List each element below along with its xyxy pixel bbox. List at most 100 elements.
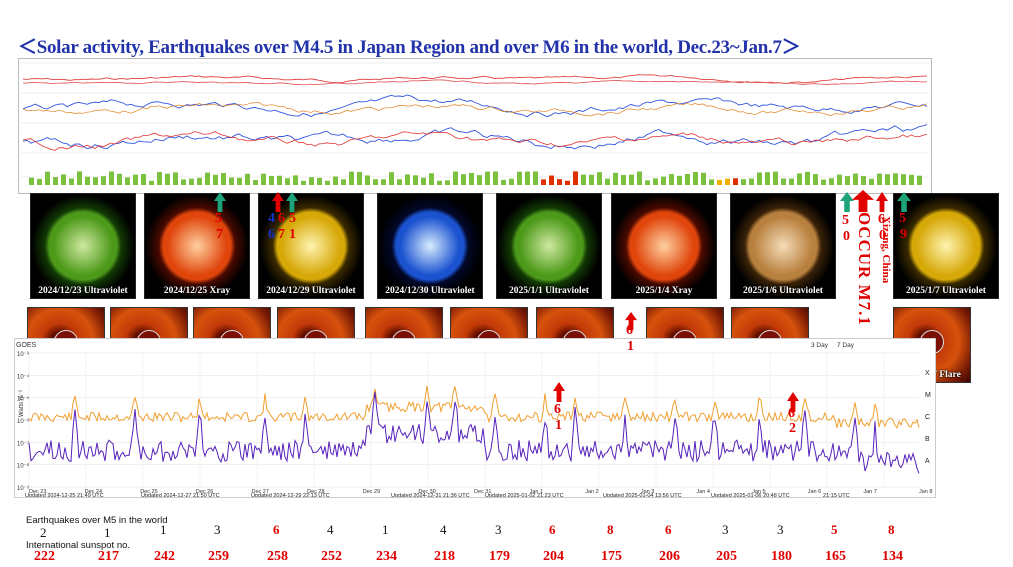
x-date-label: Dec 26 [196, 489, 213, 495]
earthquake-count: 6 [273, 522, 280, 537]
solar-image-caption: 2025/1/1 Ultraviolet [509, 286, 589, 296]
x-date-label: Jan 7 [863, 489, 876, 495]
solar-wind-chart [21, 62, 929, 185]
sunspot-number: 218 [434, 549, 455, 564]
magnitude-digit: 6 [554, 402, 561, 417]
updated-label: 21:15 UTC [823, 493, 850, 497]
xray-flux-panel: 10⁻³ 10⁻⁴ 10⁻⁵ 10⁻⁶ 10⁻⁷ 10⁻⁸ 10⁻⁹ GOES Watts m⁻… [14, 338, 936, 499]
sunspot-number: 134 [882, 549, 903, 564]
earthquake-count: 1 [160, 522, 167, 537]
occur-text: OCCUR M7.1 [855, 212, 874, 326]
magnitude-digit: 1 [555, 418, 562, 433]
magnitude-digit: 6 [268, 227, 275, 242]
sunspot-number: 206 [659, 549, 680, 564]
earthquake-count: 1 [104, 525, 111, 540]
magnitude-digit: 6 [878, 212, 885, 227]
xray-flux-chart: 10⁻³ 10⁻⁴ 10⁻⁵ 10⁻⁶ 10⁻⁷ 10⁻⁸ 10⁻⁹ GOES Watts m⁻… [16, 342, 932, 499]
class-label: A [925, 458, 930, 465]
arrow-icon [553, 382, 565, 407]
magnitude-digit: 5 [899, 211, 906, 226]
magnitude-digit: 5 [289, 211, 296, 226]
x-date-label: Dec 27 [252, 489, 269, 495]
magnitude-digit: 1 [627, 339, 634, 354]
y-tick-label: 10⁻³ [17, 352, 29, 358]
earthquake-count: 5 [831, 522, 838, 537]
x-date-label: Jan 4 [697, 489, 710, 495]
x-date-label: Dec 29 [363, 489, 380, 495]
earthquake-count: 2 [40, 525, 47, 540]
solar-image: 2025/1/6 Ultraviolet [730, 193, 836, 299]
magnitude-digit: 5 [215, 211, 222, 226]
solar-image-caption: 2025/1/4 Xray [635, 286, 693, 296]
class-label: M [925, 392, 931, 399]
solar-image: 2025/1/7 Ultraviolet [893, 193, 999, 299]
updated-label: Updated 2024-12-31 21:36 UTC [391, 493, 470, 497]
solar-image-caption: 2024/12/25 Xray [163, 286, 231, 296]
earthquake-label: Earthquakes over M5 in the world [26, 515, 168, 526]
earthquake-count: 3 [777, 522, 784, 537]
x-date-label: Jan 3 [641, 489, 654, 495]
earthquake-count: 3 [214, 522, 221, 537]
occur-location: Xizang, China [880, 216, 892, 284]
sunspot-number: 180 [771, 549, 792, 564]
solar-image-caption: 2025/1/6 Ultraviolet [743, 286, 823, 296]
magnitude-digit: 7 [278, 227, 285, 242]
sunspot-number: 234 [376, 549, 397, 564]
sunspot-number: 204 [543, 549, 564, 564]
updated-label: Updated 2024-12-29 22:13 UTC [251, 493, 330, 497]
arrow-icon [272, 192, 284, 217]
sunspot-number: 205 [716, 549, 737, 564]
day-toggle-label: 3 Day [811, 342, 829, 349]
class-label: C [925, 414, 930, 421]
updated-label: Updated 2024-12-25 21:49 UTC [25, 493, 104, 497]
solar-image: 2024/12/30 Ultraviolet [377, 193, 483, 299]
page-title: ＜Solar activity, Earthquakes over M4.5 i… [18, 37, 801, 58]
solar-image-caption: 2024/12/29 Ultraviolet [266, 286, 356, 296]
solar-wind-panel [18, 58, 932, 194]
earthquake-count: 4 [327, 522, 334, 537]
updated-label: Updated 2024-12-27 21:50 UTC [141, 493, 220, 497]
earthquake-count: 3 [722, 522, 729, 537]
x-date-label: Jan 6 [808, 489, 821, 495]
arrow-icon [876, 192, 888, 217]
earthquake-count: 8 [607, 522, 614, 537]
x-date-label: Dec 28 [307, 489, 324, 495]
sunspot-number: 217 [98, 549, 119, 564]
updated-label: Updated 2025-01-04 13:56 UTC [603, 493, 682, 497]
xray-long-series [28, 385, 920, 429]
earthquake-count: 8 [888, 522, 895, 537]
arrow-icon [214, 192, 226, 217]
sunspot-number: 165 [825, 549, 846, 564]
sunspot-number: 258 [267, 549, 288, 564]
class-label: B [925, 436, 930, 443]
solar-image-caption: 2024/12/30 Ultraviolet [385, 286, 475, 296]
magnitude-digit: 7 [216, 227, 223, 242]
earthquake-count: 4 [440, 522, 447, 537]
x-date-label: Dec 24 [85, 489, 102, 495]
occur-note: OCCUR M7.1 Xizang, China [848, 198, 892, 358]
sunspot-number: 175 [601, 549, 622, 564]
sunspot-number: 252 [321, 549, 342, 564]
magnitude-digit: 1 [289, 227, 296, 242]
earthquake-count: 6 [549, 522, 556, 537]
sunspot-number: 179 [489, 549, 510, 564]
arrow-icon [897, 192, 911, 217]
earthquake-count: 1 [382, 522, 389, 537]
magnitude-digit: 5 [842, 213, 849, 228]
solar-image: 2024/12/23 Ultraviolet [30, 193, 136, 299]
x-date-label: Jan 8 [919, 489, 932, 495]
solar-image-caption: 2025/1/7 Ultraviolet [906, 286, 986, 296]
earthquake-count: 6 [665, 522, 672, 537]
y-tick-label: 10⁻⁵ [17, 396, 30, 403]
magnitude-digit: 6 [278, 211, 285, 226]
updated-label: Updated 2025-01-06 20:48 UTC [711, 493, 790, 497]
magnitude-digit: 4 [268, 211, 275, 226]
arrow-icon [286, 192, 298, 217]
magnitude-digit: 6 [626, 323, 633, 338]
y-tick-label: 10⁻⁷ [17, 440, 29, 447]
arrow-icon [840, 192, 854, 217]
y-tick-label: 10⁻⁸ [17, 463, 30, 470]
x-date-label: Dec 23 [29, 489, 46, 495]
x-date-label: Jan 5 [752, 489, 765, 495]
x-date-label: Dec 30 [418, 489, 435, 495]
